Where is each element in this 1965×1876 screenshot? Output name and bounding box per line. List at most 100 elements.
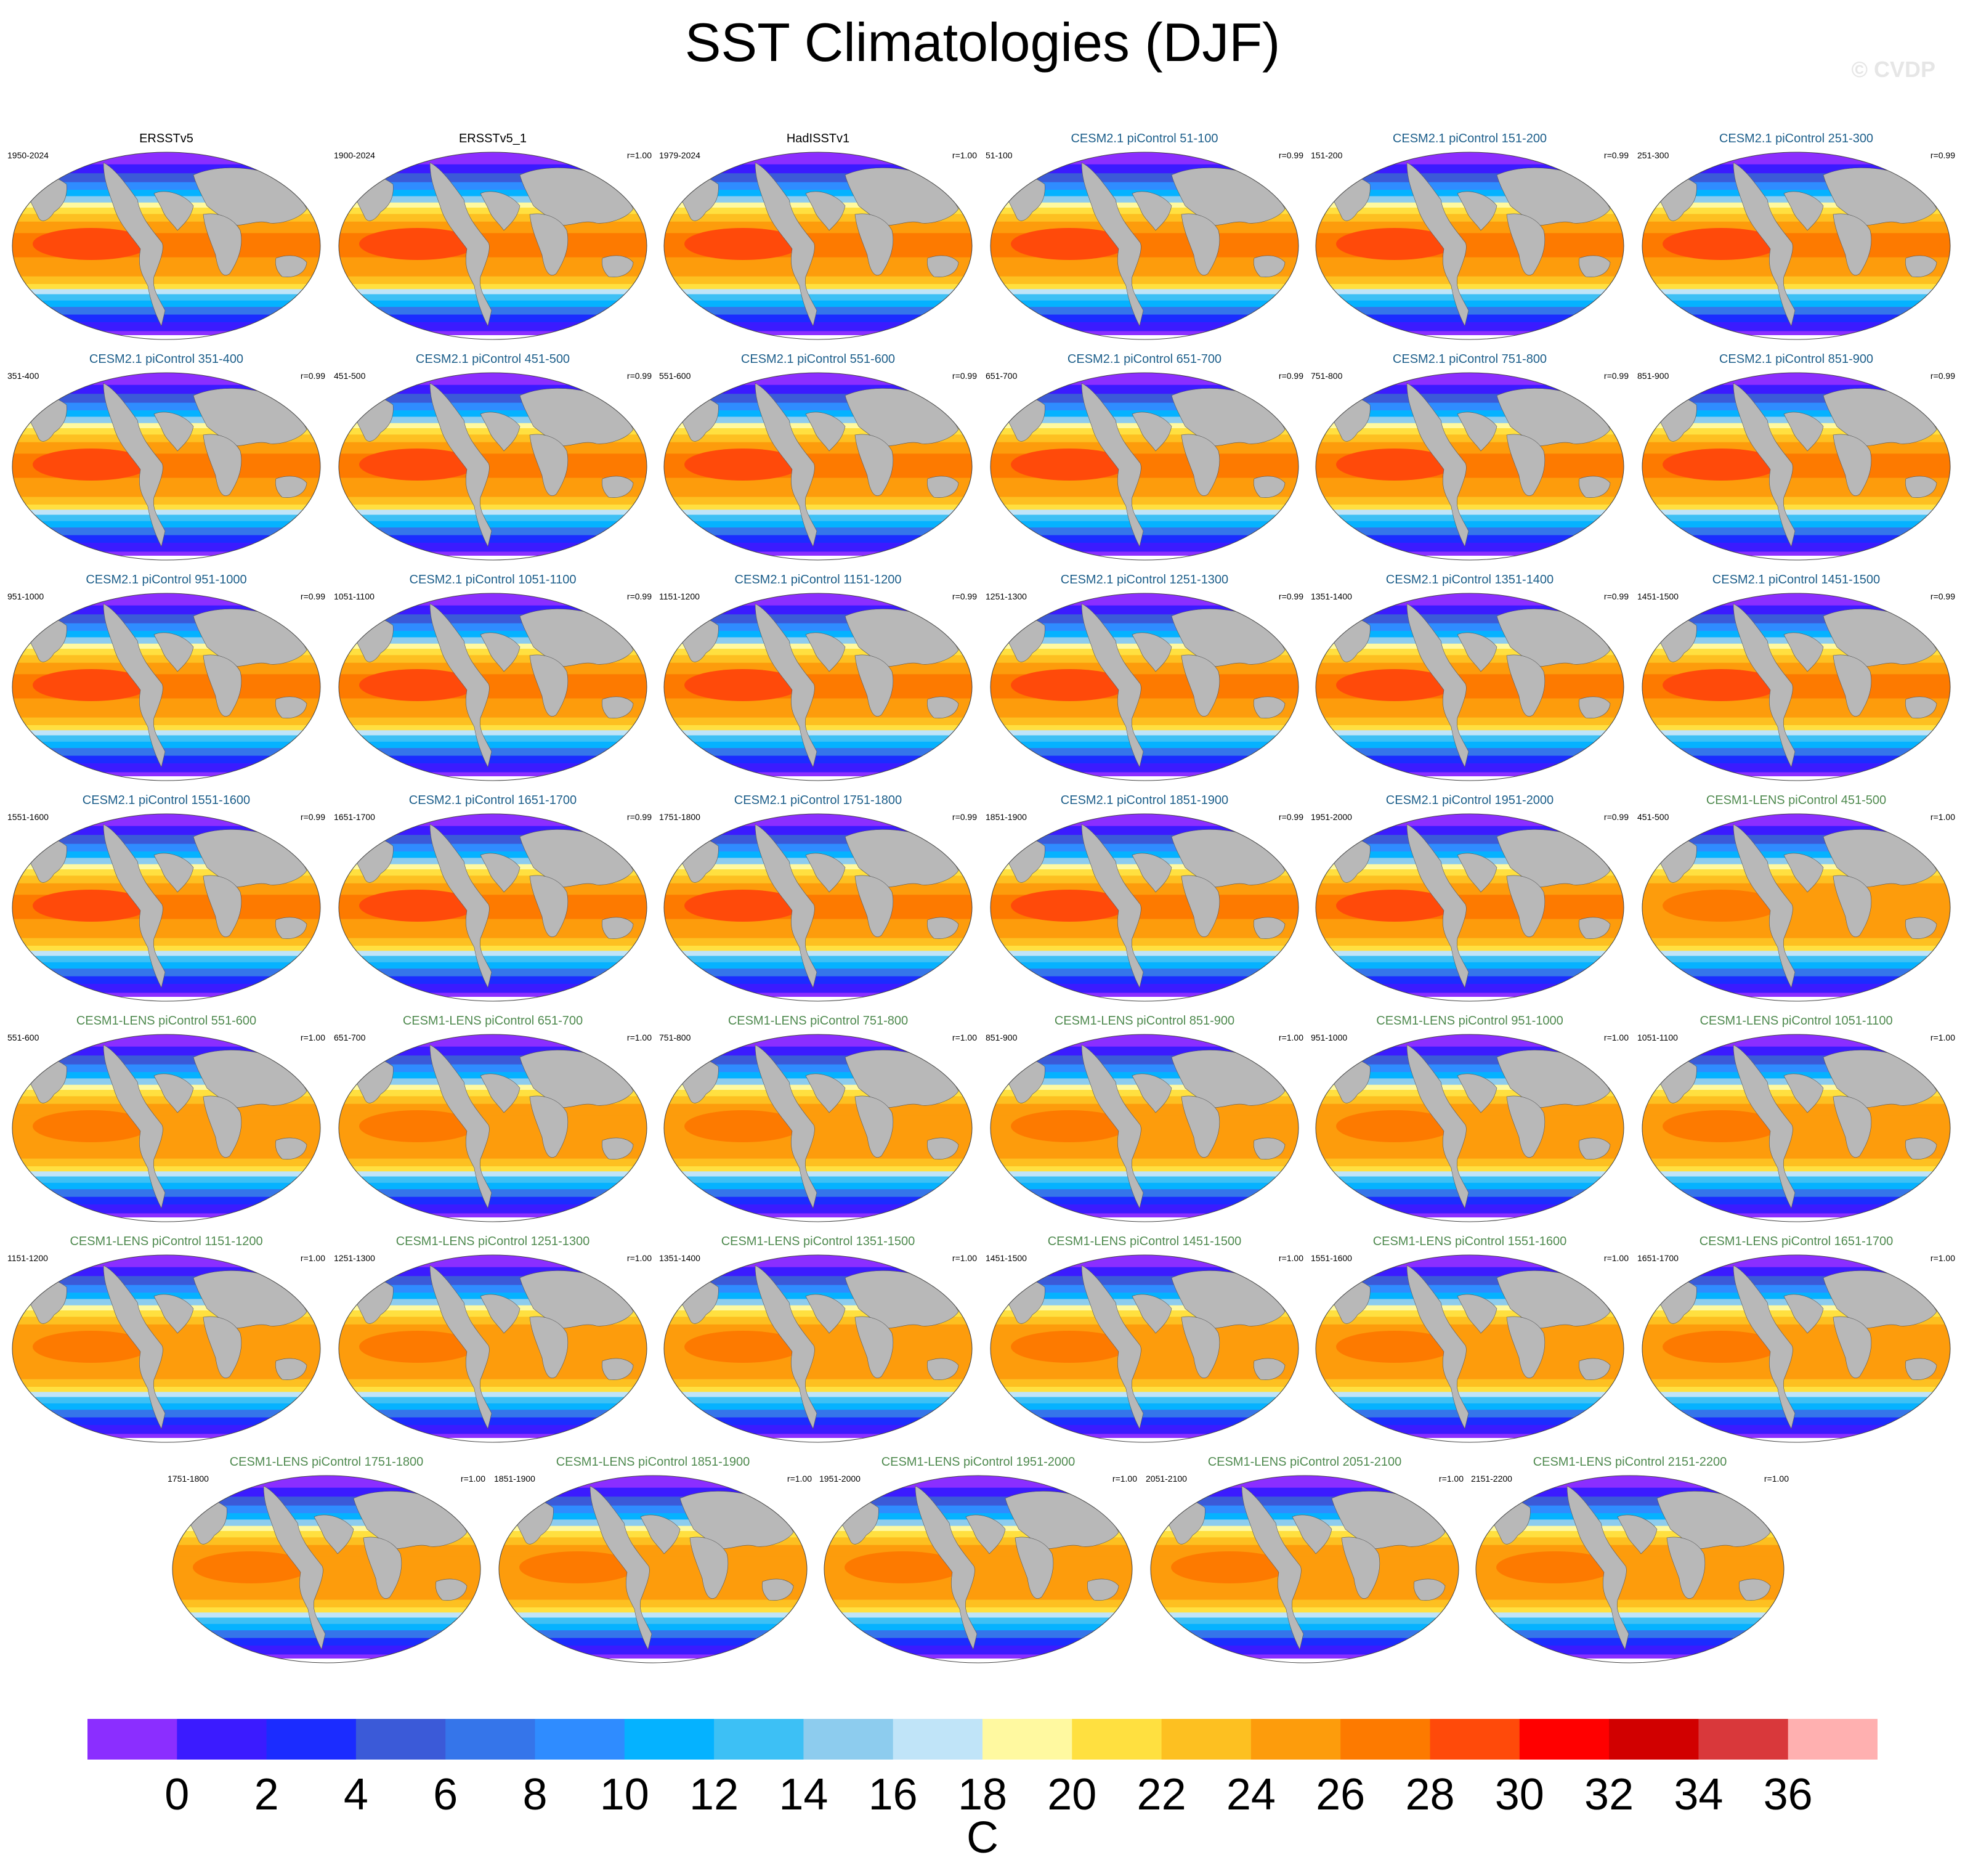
- map-outline: [990, 813, 1299, 1002]
- panel-title: CESM1-LENS piControl 551-600: [76, 1014, 257, 1028]
- sst-band: [664, 164, 972, 174]
- land-mass: [1566, 1485, 1629, 1650]
- sst-band: [172, 1638, 480, 1646]
- land-mass: [602, 1358, 634, 1380]
- land-mass: [429, 1044, 492, 1209]
- sst-band: [1316, 373, 1624, 386]
- panel-period: 451-500: [334, 371, 366, 381]
- land-mass: [314, 1514, 354, 1554]
- sst-band: [1316, 1403, 1624, 1411]
- sst-band: [991, 1204, 1299, 1214]
- land-mass: [1739, 1578, 1771, 1601]
- land-mass: [153, 1294, 194, 1334]
- warm-pool: [684, 1110, 801, 1142]
- sst-band: [991, 725, 1299, 731]
- panel-period: 751-800: [659, 1033, 691, 1042]
- sst-band: [1316, 717, 1624, 726]
- sst-band: [1642, 164, 1950, 174]
- sst-band: [1316, 735, 1624, 742]
- map-panel: CESM1-LENS piControl 2151-2200 2151-2200 r…: [1467, 1454, 1793, 1670]
- antarctica: [824, 1659, 1132, 1663]
- antarctica: [991, 776, 1299, 781]
- sst-band: [1316, 294, 1624, 301]
- sst-band: [1642, 698, 1950, 718]
- sst-band: [1316, 1392, 1624, 1398]
- sst-map: [990, 152, 1299, 340]
- sst-band: [824, 1617, 1132, 1625]
- sst-band: [991, 152, 1299, 165]
- sst-band: [991, 1189, 1299, 1198]
- sst-band: [991, 300, 1299, 308]
- colorbar-tick-label: 20: [1047, 1770, 1097, 1819]
- sst-band: [664, 1158, 972, 1167]
- sst-band: [991, 1360, 1299, 1380]
- land-mass: [275, 696, 307, 718]
- sst-band: [991, 497, 1299, 505]
- sst-band: [664, 593, 972, 606]
- sst-map: [338, 593, 647, 781]
- panel-period: 851-900: [1637, 371, 1669, 381]
- land-mass: [1457, 632, 1497, 672]
- land-mass: [1905, 917, 1937, 939]
- panel-period: 1551-1600: [1311, 1253, 1352, 1263]
- panel-period: 1751-1800: [168, 1474, 209, 1484]
- land-mass: [1666, 1537, 1706, 1599]
- sst-band: [1642, 300, 1950, 308]
- sst-band: [664, 1397, 972, 1404]
- sst-band: [12, 1204, 320, 1214]
- antarctica: [991, 1217, 1299, 1222]
- sst-band: [1151, 1599, 1459, 1608]
- land-mass: [529, 654, 569, 717]
- sst-band: [1642, 294, 1950, 301]
- sst-band: [12, 1158, 320, 1167]
- sst-map: [12, 593, 321, 781]
- sst-band: [339, 1139, 647, 1159]
- antarctica: [12, 1438, 320, 1442]
- sst-band: [12, 1046, 320, 1057]
- sst-map: [663, 593, 973, 781]
- antarctica: [664, 776, 972, 781]
- colorbar-tick-label: 32: [1584, 1770, 1634, 1819]
- sst-band: [12, 984, 320, 994]
- panel-period: 1951-2000: [1311, 812, 1352, 822]
- sst-band: [12, 976, 320, 985]
- warm-pool: [359, 449, 476, 481]
- antarctica: [12, 997, 320, 1001]
- sst-band: [339, 543, 647, 553]
- sst-map: [990, 813, 1299, 1002]
- sst-band: [1316, 814, 1624, 827]
- sst-band: [12, 514, 320, 522]
- panel-period: 1251-1300: [986, 591, 1027, 601]
- land-mass: [275, 1358, 307, 1380]
- sst-map: [990, 1034, 1299, 1222]
- panel-title: CESM1-LENS piControl 451-500: [1706, 794, 1887, 807]
- panel-title: ERSSTv5: [139, 132, 193, 145]
- panel-title: CESM1-LENS piControl 1551-1600: [1372, 1235, 1567, 1248]
- sst-band: [339, 521, 647, 529]
- sst-band: [339, 1166, 647, 1172]
- sst-band: [12, 605, 320, 615]
- land-mass: [1132, 853, 1172, 893]
- antarctica: [664, 997, 972, 1001]
- sst-band: [339, 300, 647, 308]
- land-mass: [1833, 213, 1872, 275]
- sst-band: [664, 535, 972, 543]
- sst-band: [664, 735, 972, 742]
- colorbar-tick-label: 30: [1494, 1770, 1544, 1819]
- sst-band: [824, 1612, 1132, 1618]
- sst-band: [991, 1403, 1299, 1411]
- map-panel: CESM2.1 piControl 1251-1300 1251-1300 r=0.…: [982, 572, 1307, 787]
- panel-period: 1451-1500: [1637, 591, 1679, 601]
- antarctica: [991, 335, 1299, 339]
- warm-pool: [33, 228, 150, 260]
- panel-title: CESM1-LENS piControl 1651-1700: [1699, 1235, 1894, 1248]
- sst-band: [339, 968, 647, 977]
- land-mass: [755, 162, 817, 327]
- sst-band: [664, 1182, 972, 1190]
- sst-band: [339, 919, 647, 939]
- sst-band: [1316, 698, 1624, 718]
- panel-title: CESM1-LENS piControl 1051-1100: [1700, 1014, 1893, 1028]
- sst-band: [664, 1267, 972, 1277]
- land-mass: [602, 476, 634, 498]
- panel-period: 151-200: [1311, 150, 1343, 160]
